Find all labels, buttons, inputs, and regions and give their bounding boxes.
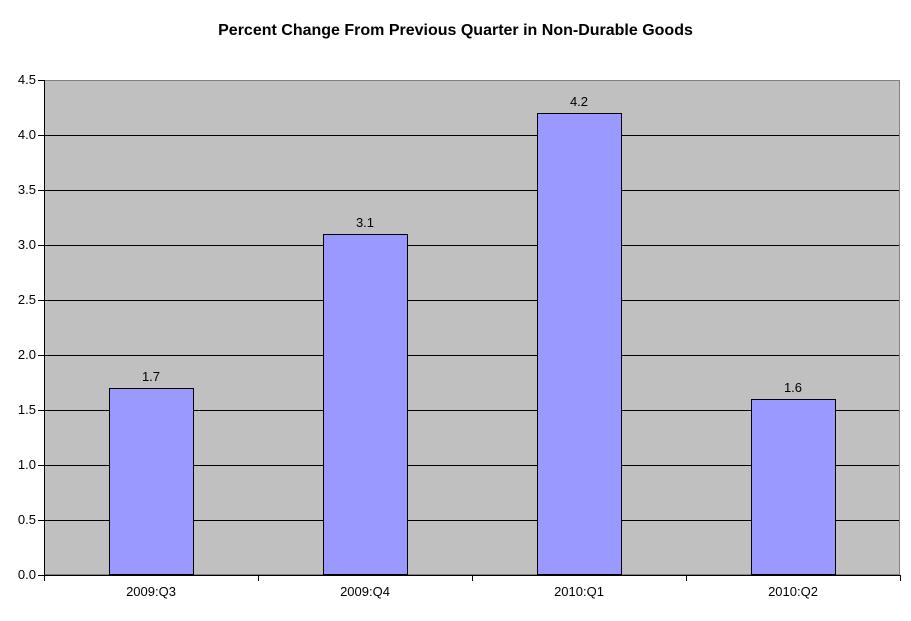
y-tick-label: 4.5 <box>17 72 36 87</box>
x-category-label: 2009:Q4 <box>340 584 390 599</box>
gridline <box>45 355 899 356</box>
y-axis-tick <box>38 575 44 576</box>
gridline <box>45 410 899 411</box>
y-axis-tick <box>38 80 44 81</box>
y-tick-label: 1.0 <box>17 457 36 472</box>
y-axis-line <box>44 80 45 576</box>
y-axis-tick <box>38 410 44 411</box>
gridline <box>45 465 899 466</box>
y-axis-tick <box>38 300 44 301</box>
y-axis-tick <box>38 520 44 521</box>
bar-2009-q3 <box>109 388 194 575</box>
x-axis-tick <box>44 576 45 581</box>
y-axis-tick <box>38 465 44 466</box>
bar-value-label: 1.6 <box>783 380 803 395</box>
y-axis-tick <box>38 245 44 246</box>
x-axis-tick <box>686 576 687 581</box>
bar-value-label: 3.1 <box>355 215 375 230</box>
y-axis-tick <box>38 190 44 191</box>
gridline <box>45 520 899 521</box>
y-axis-tick <box>38 135 44 136</box>
gridline <box>45 245 899 246</box>
bar-value-label: 1.7 <box>141 369 161 384</box>
chart-title: Percent Change From Previous Quarter in … <box>218 22 693 39</box>
x-category-label: 2010:Q2 <box>768 584 818 599</box>
y-tick-label: 2.0 <box>17 347 36 362</box>
bar-2010-q1 <box>537 113 622 575</box>
bar-2009-q4 <box>323 234 408 575</box>
y-tick-label: 3.5 <box>17 182 36 197</box>
y-axis-tick <box>38 355 44 356</box>
gridline <box>45 135 899 136</box>
gridline <box>45 300 899 301</box>
x-category-label: 2010:Q1 <box>554 584 604 599</box>
bar-value-label: 4.2 <box>569 94 589 109</box>
x-axis-line <box>44 575 901 576</box>
y-tick-label: 0.5 <box>17 512 36 527</box>
x-category-label: 2009:Q3 <box>126 584 176 599</box>
y-tick-label: 2.5 <box>17 292 36 307</box>
bar-2010-q2 <box>751 399 836 575</box>
x-axis-tick <box>472 576 473 581</box>
y-tick-label: 0.0 <box>17 567 36 582</box>
y-tick-label: 1.5 <box>17 402 36 417</box>
x-axis-tick <box>900 576 901 581</box>
y-tick-label: 4.0 <box>17 127 36 142</box>
y-tick-label: 3.0 <box>17 237 36 252</box>
gridline <box>45 190 899 191</box>
x-axis-tick <box>258 576 259 581</box>
